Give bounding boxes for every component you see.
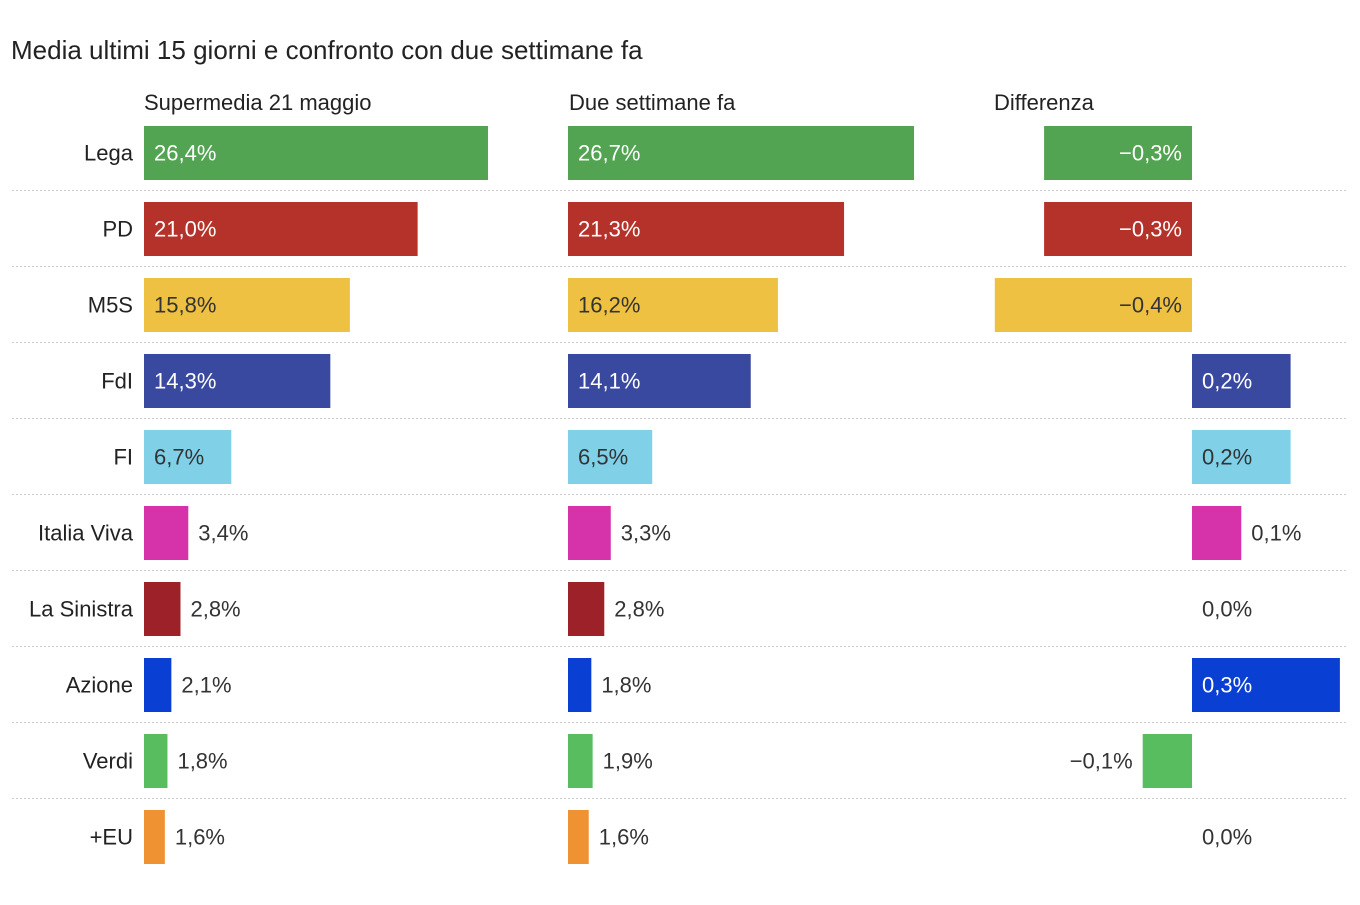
data-label-1: 16,2% [578,293,640,318]
category-label: FdI [101,369,133,394]
bar-1 [568,582,605,636]
data-label-2: 0,1% [1251,521,1301,546]
chart-title: Media ultimi 15 giorni e confronto con d… [11,35,643,65]
category-label: M5S [88,293,133,318]
bar-1 [568,658,592,712]
bar-0 [144,582,181,636]
bar-1 [568,430,653,484]
bar-2 [1192,506,1242,560]
data-label-2: −0,3% [1119,141,1182,166]
category-label: Azione [66,673,133,698]
bar-1 [568,278,778,332]
bar-0 [144,126,488,180]
bar-0 [144,658,172,712]
data-label-0: 6,7% [154,445,204,470]
data-label-2: −0,3% [1119,217,1182,242]
data-label-2: −0,1% [1070,749,1133,774]
column-header-difference: Differenza [994,90,1095,115]
bar-1 [568,126,915,180]
data-label-0: 1,6% [175,825,225,850]
data-label-2: 0,3% [1202,673,1252,698]
data-label-0: 2,8% [190,597,240,622]
column-header-current: Supermedia 21 maggio [144,90,371,115]
category-label: Italia Viva [38,521,134,546]
data-label-0: 14,3% [154,369,216,394]
data-label-0: 2,1% [181,673,231,698]
bar-2 [1044,202,1192,256]
bar-2 [1192,354,1291,408]
bar-1 [568,734,593,788]
data-label-1: 1,6% [599,825,649,850]
bar-1 [568,506,611,560]
data-label-1: 3,3% [621,521,671,546]
category-label: +EU [90,825,133,850]
bar-2 [994,278,1192,332]
bar-2 [1044,126,1192,180]
data-label-1: 6,5% [578,445,628,470]
bar-0 [144,354,331,408]
data-label-0: 26,4% [154,141,216,166]
bar-0 [144,506,189,560]
data-label-1: 1,9% [603,749,653,774]
category-label: Verdi [83,749,133,774]
bar-2 [1142,734,1192,788]
bar-0 [144,430,232,484]
data-label-1: 26,7% [578,141,640,166]
category-label: La Sinistra [29,597,134,622]
column-header-previous: Due settimane fa [569,90,736,115]
category-label: FI [113,445,133,470]
data-label-1: 2,8% [614,597,664,622]
data-label-2: 0,0% [1202,597,1252,622]
bar-0 [144,202,418,256]
bar-1 [568,810,589,864]
data-label-1: 21,3% [578,217,640,242]
bar-0 [144,810,165,864]
data-label-1: 1,8% [601,673,651,698]
data-label-0: 1,8% [177,749,227,774]
category-label: PD [102,217,133,242]
data-label-0: 3,4% [198,521,248,546]
data-label-1: 14,1% [578,369,640,394]
bar-0 [144,734,168,788]
bar-1 [568,354,751,408]
data-label-2: 0,2% [1202,369,1252,394]
bar-2 [1192,430,1291,484]
category-label: Lega [84,141,134,166]
data-label-0: 21,0% [154,217,216,242]
data-label-2: 0,0% [1202,825,1252,850]
data-label-2: 0,2% [1202,445,1252,470]
bar-2 [1192,658,1340,712]
bar-0 [144,278,350,332]
data-label-2: −0,4% [1119,293,1182,318]
bar-1 [568,202,845,256]
data-label-0: 15,8% [154,293,216,318]
